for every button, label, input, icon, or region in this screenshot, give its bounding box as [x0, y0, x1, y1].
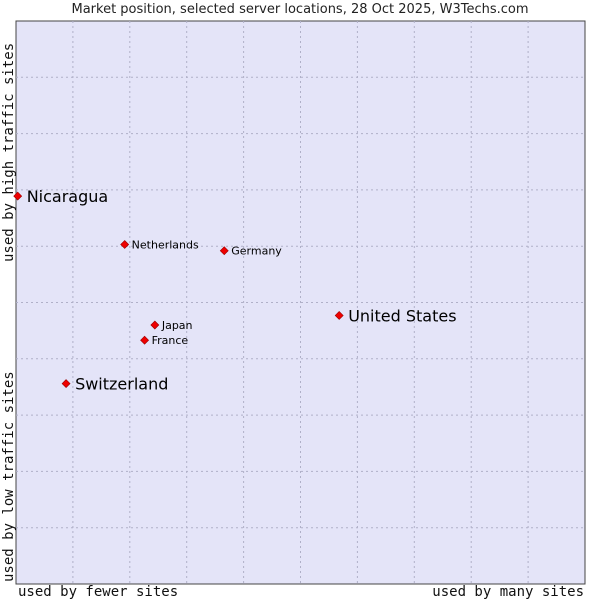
- data-point-united-states: United States: [334, 306, 457, 325]
- point-label: Switzerland: [75, 375, 168, 394]
- point-label: Netherlands: [132, 239, 199, 252]
- point-marker: [334, 311, 344, 320]
- point-label: Germany: [231, 245, 282, 258]
- point-marker: [150, 320, 160, 330]
- point-marker: [120, 240, 130, 249]
- point-marker: [140, 335, 150, 345]
- point-marker: [219, 246, 229, 256]
- data-points: Nicaragua Netherlands Germany United States…: [13, 187, 457, 394]
- point-marker: [61, 379, 71, 388]
- data-point-japan: Japan: [150, 319, 193, 332]
- x-axis-label-high: used by many sites: [432, 584, 584, 600]
- point-marker: [13, 191, 23, 201]
- chart-title: Market position, selected server locatio…: [71, 2, 529, 17]
- x-axis-label-low: used by fewer sites: [18, 584, 179, 600]
- data-point-germany: Germany: [219, 245, 282, 258]
- data-point-nicaragua: Nicaragua: [13, 187, 109, 206]
- data-point-switzerland: Switzerland: [61, 375, 168, 394]
- y-axis-label-low: used by low traffic sites: [1, 371, 17, 582]
- point-label: United States: [348, 306, 456, 325]
- data-point-netherlands: Netherlands: [120, 239, 199, 252]
- point-label: France: [152, 334, 189, 347]
- grid: [16, 21, 585, 584]
- point-label: Japan: [161, 319, 193, 332]
- y-axis-label-high: used by high traffic sites: [1, 42, 17, 262]
- data-point-france: France: [140, 334, 189, 347]
- point-label: Nicaragua: [27, 187, 109, 206]
